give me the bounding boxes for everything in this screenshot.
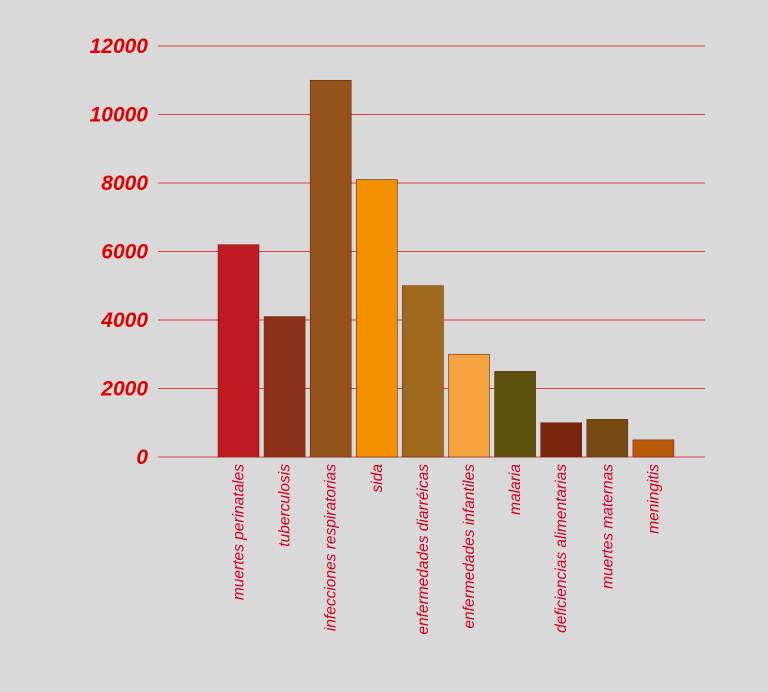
bar xyxy=(263,316,306,458)
x-category-label: sida xyxy=(369,464,386,493)
x-category-label: meningitis xyxy=(645,464,662,534)
x-category-label: enfermedades infantiles xyxy=(461,464,478,629)
bar xyxy=(448,353,490,458)
x-category-label: infecciones respiratorias xyxy=(323,464,340,631)
y-tick-label: 8000 xyxy=(101,172,148,195)
y-tick-label: 6000 xyxy=(101,241,148,264)
x-category-label: muertes perinatales xyxy=(231,464,248,600)
bar xyxy=(217,244,260,458)
bar xyxy=(586,419,629,458)
bar xyxy=(402,285,444,458)
y-tick-label: 0 xyxy=(136,446,148,469)
x-category-label: muertes maternas xyxy=(599,464,616,589)
y-axis-tick-labels: 0 2000 4000 6000 8000 10000 12000 xyxy=(90,35,149,469)
x-category-label: deficiencias alimentarias xyxy=(553,464,570,633)
y-tick-label: 12000 xyxy=(90,35,149,58)
y-tick-label: 2000 xyxy=(100,378,148,401)
x-axis-category-labels: muertes perinatales tuberculosis infeccion… xyxy=(231,464,663,635)
bars xyxy=(217,79,675,458)
bar xyxy=(309,79,352,458)
x-category-label: malaria xyxy=(507,464,524,515)
x-category-label: enfermedades diarréicas xyxy=(415,464,432,635)
y-tick-label: 4000 xyxy=(100,309,148,332)
bar xyxy=(355,179,398,458)
bar xyxy=(494,371,536,458)
y-tick-label: 10000 xyxy=(90,104,149,127)
x-category-label: tuberculosis xyxy=(277,464,294,547)
bar xyxy=(632,439,675,458)
bar xyxy=(540,422,583,458)
